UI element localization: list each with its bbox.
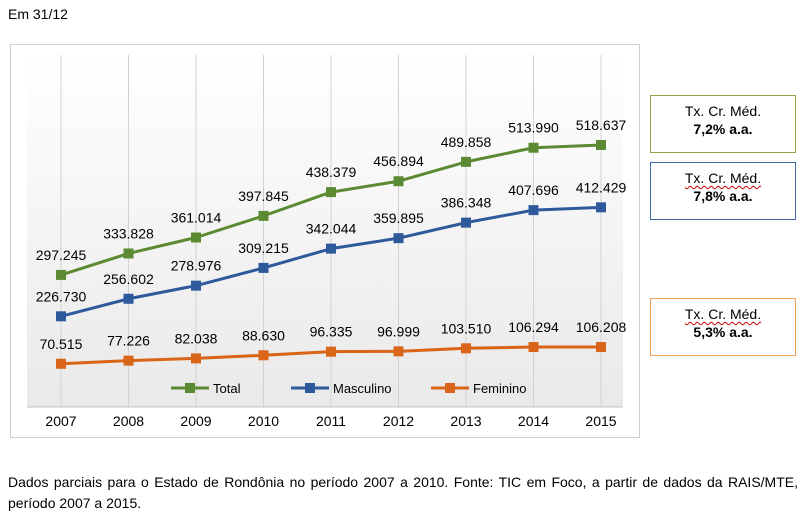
data-point bbox=[596, 342, 606, 353]
callout-label: Tx. Cr. Méd. bbox=[684, 306, 762, 322]
data-label: 407.696 bbox=[508, 182, 559, 198]
data-label: 106.208 bbox=[576, 319, 627, 335]
data-label: 106.294 bbox=[508, 319, 559, 335]
data-point bbox=[326, 243, 336, 254]
data-point bbox=[393, 233, 404, 244]
legend-item-masculino: Masculino bbox=[333, 381, 392, 396]
x-tick-label: 2010 bbox=[248, 413, 279, 429]
data-point bbox=[528, 205, 539, 216]
data-label: 397.845 bbox=[238, 188, 289, 204]
x-tick-label: 2012 bbox=[383, 413, 414, 429]
x-tick-label: 2015 bbox=[585, 413, 616, 429]
data-point bbox=[258, 262, 269, 273]
x-tick-label: 2014 bbox=[518, 413, 549, 429]
legend-item-feminino: Feminino bbox=[473, 381, 526, 396]
callout-label: Tx. Cr. Méd. bbox=[684, 103, 762, 119]
data-point bbox=[393, 176, 404, 187]
data-point bbox=[596, 202, 606, 213]
data-label: 456.894 bbox=[373, 153, 424, 169]
data-label: 103.510 bbox=[441, 320, 492, 336]
data-label: 70.515 bbox=[40, 336, 83, 352]
data-label: 361.014 bbox=[171, 210, 222, 226]
data-point bbox=[528, 142, 539, 153]
data-label: 82.038 bbox=[175, 330, 218, 346]
data-point bbox=[393, 346, 404, 357]
data-point bbox=[596, 140, 606, 150]
data-label: 278.976 bbox=[171, 258, 222, 274]
data-point bbox=[461, 156, 471, 167]
data-point bbox=[326, 346, 336, 357]
callout-masculino-growth: Tx. Cr. Méd. 7,8% a.a. bbox=[650, 162, 796, 220]
x-tick-label: 2013 bbox=[450, 413, 481, 429]
data-label: 513.990 bbox=[508, 120, 559, 136]
data-point bbox=[191, 353, 201, 364]
source-footnote: Dados parciais para o Estado de Rondônia… bbox=[8, 474, 798, 511]
data-point bbox=[326, 187, 336, 198]
data-point bbox=[56, 311, 66, 322]
chart-canvas: 297.245 333.828 361.014 397.845 438.379 456.8… bbox=[27, 55, 627, 429]
data-label: 96.335 bbox=[310, 324, 353, 340]
data-label: 359.895 bbox=[373, 210, 424, 226]
legend-marker bbox=[305, 383, 315, 393]
data-point bbox=[123, 248, 134, 259]
x-tick-label: 2011 bbox=[316, 413, 346, 429]
data-label: 438.379 bbox=[306, 164, 357, 180]
callout-value: 7,8% a.a. bbox=[693, 188, 753, 204]
x-tick-label: 2009 bbox=[180, 413, 211, 429]
x-tick-label: 2007 bbox=[45, 413, 76, 429]
data-label: 77.226 bbox=[107, 333, 150, 349]
data-label: 386.348 bbox=[441, 195, 492, 211]
data-label: 333.828 bbox=[103, 225, 154, 241]
data-label: 256.602 bbox=[103, 271, 154, 287]
data-point bbox=[123, 293, 134, 304]
legend-item-total: Total bbox=[213, 381, 241, 396]
data-label: 518.637 bbox=[576, 117, 627, 133]
legend-marker bbox=[445, 383, 455, 393]
data-label: 226.730 bbox=[36, 288, 87, 304]
data-point bbox=[191, 232, 201, 243]
callout-value: 7,2% a.a. bbox=[693, 121, 753, 137]
data-label: 309.215 bbox=[238, 240, 289, 256]
data-point bbox=[258, 350, 269, 361]
data-point bbox=[56, 269, 66, 280]
data-point bbox=[461, 343, 471, 354]
data-point bbox=[56, 358, 66, 369]
data-point bbox=[191, 280, 201, 291]
line-chart: 297.245 333.828 361.014 397.845 438.379 456.8… bbox=[10, 44, 640, 438]
legend-marker bbox=[185, 383, 195, 393]
data-point bbox=[258, 210, 269, 221]
data-point bbox=[461, 217, 471, 228]
data-label: 297.245 bbox=[36, 247, 87, 263]
data-label: 489.858 bbox=[441, 134, 492, 150]
data-point bbox=[528, 342, 539, 352]
callout-label: Tx. Cr. Méd. bbox=[684, 170, 762, 186]
data-label: 342.044 bbox=[306, 221, 357, 237]
data-label: 88.630 bbox=[242, 327, 285, 343]
callout-total-growth: Tx. Cr. Méd. 7,2% a.a. bbox=[650, 95, 796, 153]
callout-feminino-growth: Tx. Cr. Méd. 5,3% a.a. bbox=[650, 298, 796, 356]
data-label: 96.999 bbox=[377, 323, 420, 339]
data-label: 412.429 bbox=[576, 179, 627, 195]
x-tick-label: 2008 bbox=[113, 413, 144, 429]
callout-value: 5,3% a.a. bbox=[693, 324, 753, 340]
data-point bbox=[123, 355, 134, 366]
unit-note: Em 31/12 bbox=[8, 6, 68, 22]
